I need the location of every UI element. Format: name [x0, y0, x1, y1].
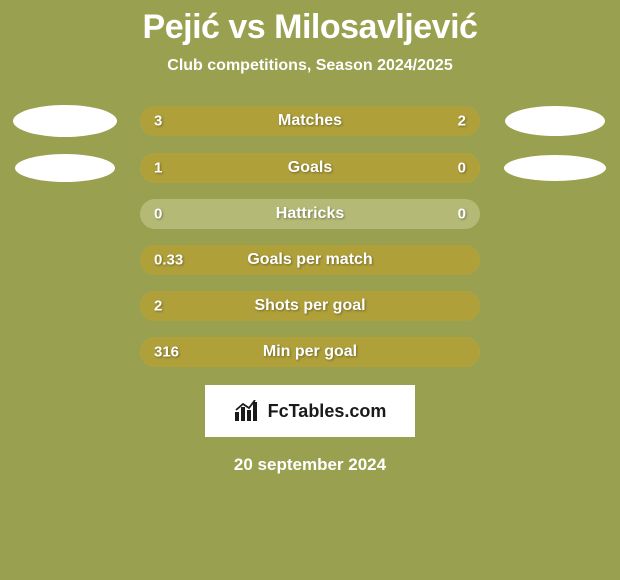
stat-label: Goals per match: [247, 251, 372, 269]
stat-label: Goals: [288, 159, 332, 177]
stat-row: Goals per match 0.33: [0, 245, 620, 275]
player-badge-left: [15, 154, 115, 182]
badge-slot-right: [500, 155, 610, 181]
stat-row: Shots per goal 2: [0, 291, 620, 321]
page-title: Pejić vs Milosavljević: [0, 0, 620, 47]
player-badge-left: [13, 105, 117, 137]
stat-row: Hattricks 0 0: [0, 199, 620, 229]
date-text: 20 september 2024: [0, 455, 620, 475]
badge-slot-left: [10, 154, 120, 182]
stat-value-left: 2: [154, 298, 162, 315]
stat-label: Matches: [278, 112, 342, 130]
stat-bar: Min per goal 316: [140, 337, 480, 367]
stat-value-right: 0: [458, 160, 466, 177]
stat-row: Matches 3 2: [0, 105, 620, 137]
stat-value-left: 0: [154, 206, 162, 223]
stat-value-right: 2: [458, 113, 466, 130]
stat-value-right: 0: [458, 206, 466, 223]
fctables-logo: FcTables.com: [205, 385, 415, 437]
stat-row: Goals 1 0: [0, 153, 620, 183]
bar-fill-right: [398, 153, 480, 183]
player-badge-right: [504, 155, 606, 181]
bar-fill-left: [140, 153, 398, 183]
stat-label: Shots per goal: [254, 297, 365, 315]
stat-bar: Matches 3 2: [140, 106, 480, 136]
badge-slot-right: [500, 106, 610, 136]
subtitle: Club competitions, Season 2024/2025: [0, 57, 620, 75]
player-badge-right: [505, 106, 605, 136]
stat-bar: Goals 1 0: [140, 153, 480, 183]
logo-chart-icon: [234, 400, 262, 422]
stat-value-left: 1: [154, 160, 162, 177]
stat-label: Min per goal: [263, 343, 357, 361]
badge-slot-left: [10, 105, 120, 137]
stat-rows: Matches 3 2 Goals 1 0 Hattricks 0 0 Goals per mat…: [0, 105, 620, 367]
stat-value-left: 316: [154, 344, 179, 361]
stat-value-left: 3: [154, 113, 162, 130]
comparison-container: Pejić vs Milosavljević Club competitions…: [0, 0, 620, 580]
stat-label: Hattricks: [276, 205, 344, 223]
logo-text: FcTables.com: [268, 401, 387, 422]
stat-value-left: 0.33: [154, 252, 183, 269]
stat-bar: Shots per goal 2: [140, 291, 480, 321]
stat-bar: Goals per match 0.33: [140, 245, 480, 275]
stat-bar: Hattricks 0 0: [140, 199, 480, 229]
stat-row: Min per goal 316: [0, 337, 620, 367]
